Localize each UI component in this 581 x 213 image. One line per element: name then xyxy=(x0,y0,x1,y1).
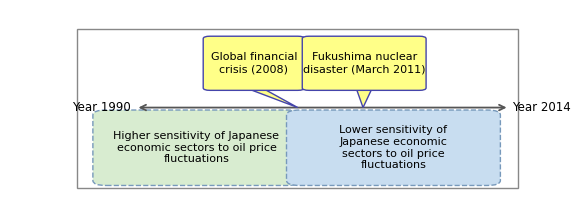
Text: Lower sensitivity of
Japanese economic
sectors to oil price
fluctuations: Lower sensitivity of Japanese economic s… xyxy=(339,125,447,170)
FancyBboxPatch shape xyxy=(286,110,500,186)
Text: Year 1990: Year 1990 xyxy=(73,101,131,114)
Text: Higher sensitivity of Japanese
economic sectors to oil price
fluctuations: Higher sensitivity of Japanese economic … xyxy=(113,131,279,164)
FancyBboxPatch shape xyxy=(93,110,300,186)
FancyBboxPatch shape xyxy=(302,36,426,90)
Text: Global financial
crisis (2008): Global financial crisis (2008) xyxy=(210,52,297,74)
Polygon shape xyxy=(356,88,372,108)
Text: Year 2014: Year 2014 xyxy=(512,101,571,114)
Polygon shape xyxy=(246,88,297,108)
FancyBboxPatch shape xyxy=(203,36,304,90)
Text: Fukushima nuclear
disaster (March 2011): Fukushima nuclear disaster (March 2011) xyxy=(303,52,425,74)
